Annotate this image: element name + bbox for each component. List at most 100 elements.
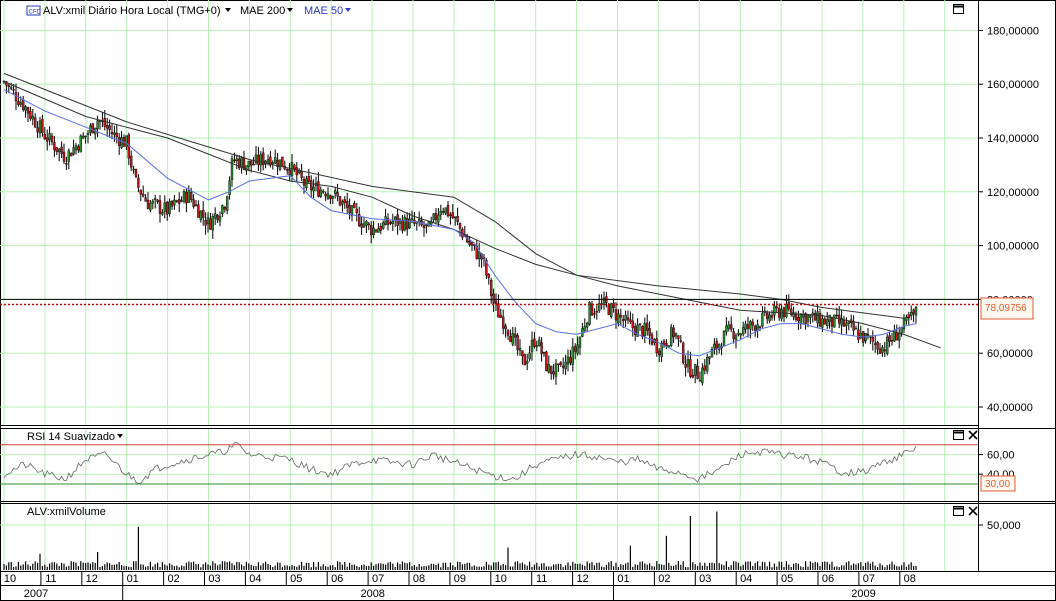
price-tick-label: 140,00000 xyxy=(987,133,1039,145)
candle-down xyxy=(249,160,253,166)
candle-down xyxy=(223,207,227,210)
price-tick-label: 40,00000 xyxy=(987,402,1033,414)
maximize-button[interactable] xyxy=(953,4,964,14)
window-icon xyxy=(953,430,964,440)
candle-up xyxy=(538,339,541,347)
candle-up xyxy=(67,150,71,162)
rsi-marker-box xyxy=(980,475,1016,492)
candle-down xyxy=(358,214,361,226)
candle-up xyxy=(221,205,224,214)
month-tick-label: 11 xyxy=(536,573,547,585)
price-series xyxy=(0,72,978,386)
candle-down xyxy=(698,380,702,382)
candle-up xyxy=(845,322,848,327)
last-price-marker: 78,09756 xyxy=(980,297,1034,320)
candle-up xyxy=(571,346,574,365)
candle-up xyxy=(408,219,411,229)
candle-up xyxy=(530,339,534,352)
candle-up xyxy=(74,145,78,151)
close-icon xyxy=(968,506,978,516)
candle-up xyxy=(259,154,262,166)
candle-down xyxy=(91,123,95,134)
candle-down xyxy=(506,330,510,336)
candle-down xyxy=(895,332,898,341)
month-tick-label: 06 xyxy=(331,573,343,585)
mae50-label[interactable]: MAE 50 xyxy=(304,5,343,17)
month-tick-label: 09 xyxy=(454,573,466,585)
candle-down xyxy=(276,159,279,168)
symbol-label[interactable]: ALV:xmil Diário Hora Local (TMG+0) xyxy=(43,5,221,17)
candle-up xyxy=(761,313,764,327)
chevron-down-icon[interactable] xyxy=(287,8,293,12)
candle-up xyxy=(38,120,42,134)
candle-down xyxy=(302,178,306,186)
candle-down xyxy=(137,177,140,188)
year-tick-label: 2007 xyxy=(24,588,48,600)
chevron-down-icon[interactable] xyxy=(225,8,231,12)
candle-down xyxy=(629,319,632,322)
candle-up xyxy=(235,158,239,162)
rsi-line xyxy=(3,442,917,484)
month-tick-label: 12 xyxy=(86,573,98,585)
main-grid xyxy=(0,0,978,425)
candle-up xyxy=(187,190,191,203)
candle-down xyxy=(842,319,846,327)
candle-down xyxy=(857,329,860,340)
candle-down xyxy=(454,216,457,219)
candle-up xyxy=(624,314,627,321)
candle-up xyxy=(84,135,87,138)
rsi-close-button[interactable] xyxy=(968,430,978,440)
candle-up xyxy=(773,305,776,316)
candle-up xyxy=(312,186,315,192)
candle-down xyxy=(691,374,694,378)
candle-up xyxy=(206,217,210,225)
volume-maximize-button[interactable] xyxy=(953,506,964,516)
candle-up xyxy=(173,199,176,206)
candle-up xyxy=(425,224,428,226)
candle-up xyxy=(372,227,375,236)
candle-up xyxy=(245,165,248,171)
month-tick-label: 03 xyxy=(208,573,220,585)
chevron-down-icon[interactable] xyxy=(345,8,351,12)
volume-close-button[interactable] xyxy=(968,506,978,516)
candle-up xyxy=(24,106,27,111)
candle-down xyxy=(105,125,109,129)
candle-up xyxy=(566,356,570,365)
rsi-maximize-button[interactable] xyxy=(953,430,964,440)
volume-axis: 50,000 xyxy=(978,520,1021,532)
candle-up xyxy=(182,191,186,202)
candle-up xyxy=(254,154,258,163)
candle-down xyxy=(502,316,505,329)
candle-up xyxy=(900,327,903,334)
candle-down xyxy=(185,192,188,204)
candle-up xyxy=(914,306,918,316)
candle-down xyxy=(62,151,66,162)
rsi-label[interactable]: RSI 14 Suavizado xyxy=(27,431,115,443)
candle-down xyxy=(782,307,786,317)
candle-down xyxy=(593,313,596,315)
candle-down xyxy=(165,202,169,215)
candle-down xyxy=(790,308,793,315)
candle-up xyxy=(578,337,582,348)
window-icon xyxy=(953,506,964,516)
candle-down xyxy=(492,293,495,304)
candle-down xyxy=(156,199,159,202)
mae200-label[interactable]: MAE 200 xyxy=(240,5,285,17)
year-tick-label: 2009 xyxy=(851,588,875,600)
candle-down xyxy=(386,218,390,225)
candle-up xyxy=(905,316,908,321)
candle-down xyxy=(684,363,687,368)
rsi-header[interactable]: RSI 14 Suavizado xyxy=(27,431,123,443)
candle-up xyxy=(706,356,709,372)
main-header[interactable]: CFD ALV:xmil Diário Hora Local (TMG+0) M… xyxy=(26,5,351,17)
candle-up xyxy=(586,322,589,328)
candle-down xyxy=(36,127,39,133)
chevron-down-icon[interactable] xyxy=(117,434,123,438)
month-tick-label: 08 xyxy=(904,573,916,585)
candle-up xyxy=(274,157,277,164)
candle-down xyxy=(310,180,313,191)
price-tick-label: 100,00000 xyxy=(987,241,1039,253)
candle-down xyxy=(204,219,207,226)
candle-down xyxy=(252,163,255,166)
candle-down xyxy=(562,365,565,368)
